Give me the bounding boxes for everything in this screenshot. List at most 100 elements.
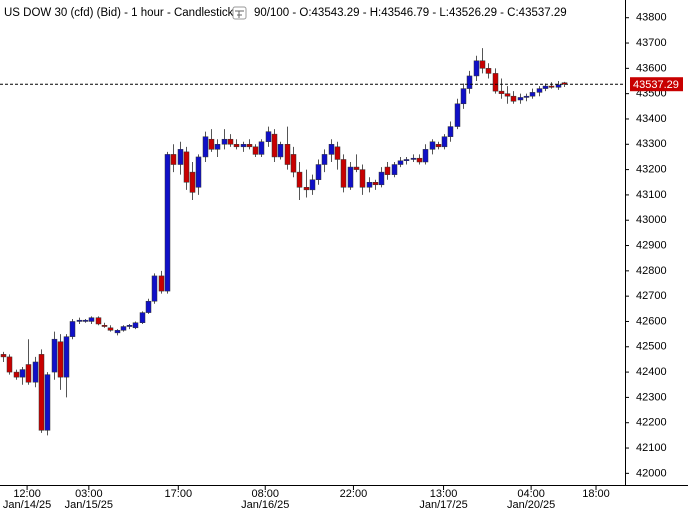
candle-body: [177, 149, 184, 165]
candle-body: [429, 141, 436, 150]
candle-body: [359, 169, 366, 188]
candle-body: [170, 154, 177, 165]
candle-body: [208, 138, 215, 150]
candle-body: [303, 187, 310, 191]
x-tick-label: 13:00: [430, 488, 458, 500]
candle-body: [353, 166, 360, 170]
candle-body: [321, 154, 328, 165]
x-tick-label: 17:00: [165, 488, 193, 500]
candle-body: [82, 319, 89, 322]
candle-body: [265, 131, 272, 142]
candle-body: [32, 361, 39, 383]
candle-body: [372, 182, 379, 186]
candle-body: [158, 275, 165, 292]
candle-body: [542, 85, 549, 89]
candle-body: [536, 88, 543, 93]
candle-body: [195, 156, 202, 188]
x-tick-label: 18:00: [582, 488, 610, 500]
candle-body: [95, 317, 102, 325]
candle-body: [529, 92, 536, 97]
candle-body: [189, 171, 196, 193]
candle-body: [221, 138, 228, 145]
candle-body: [315, 164, 322, 180]
candle-body: [139, 312, 146, 323]
candle-body: [447, 126, 454, 137]
y-tick-label: 42900: [636, 239, 667, 251]
candle-body: [466, 75, 473, 89]
candle-body: [435, 144, 442, 148]
candle-body: [88, 317, 95, 322]
candle-body: [101, 325, 108, 327]
candle-body: [328, 144, 335, 155]
candle-body: [416, 157, 423, 163]
candle-body: [460, 88, 467, 105]
y-tick-label: 43800: [636, 12, 667, 24]
candle-body: [410, 157, 417, 160]
x-tick-date: Jan/16/25: [241, 499, 289, 511]
candle-body: [366, 182, 373, 188]
candle-body: [284, 144, 291, 165]
candle-body: [510, 95, 517, 102]
candle-body: [290, 154, 297, 173]
candle-body: [25, 364, 32, 383]
y-tick-label: 42600: [636, 315, 667, 327]
y-tick-label: 42300: [636, 391, 667, 403]
candle-body: [492, 73, 499, 92]
candle-body: [246, 144, 253, 148]
icon-glyph[interactable]: [235, 10, 244, 18]
candle-body: [403, 159, 410, 161]
x-tick-label: 08:00: [251, 488, 279, 500]
candle-body: [378, 171, 385, 186]
candle-body: [214, 144, 221, 150]
candle-body: [38, 354, 45, 431]
candle-body: [63, 336, 70, 378]
x-tick-date: Jan/17/25: [419, 499, 467, 511]
candle-body: [202, 136, 209, 158]
last-price-box: [630, 77, 683, 92]
x-tick-date: Jan/20/25: [507, 499, 555, 511]
candle-body: [126, 325, 133, 327]
candle-body: [340, 159, 347, 188]
candle-body: [69, 321, 76, 337]
y-tick-label: 42700: [636, 290, 667, 302]
candle-body: [485, 68, 492, 74]
candle-body: [384, 166, 391, 175]
candle-body: [271, 133, 278, 158]
candle-body: [164, 154, 171, 292]
candle-body: [13, 371, 20, 378]
candle-body: [473, 60, 480, 77]
candle-body: [517, 97, 524, 101]
candle-body: [504, 93, 511, 97]
x-tick-label: 12:00: [13, 488, 41, 500]
candle-body: [441, 136, 448, 148]
candle-body: [296, 171, 303, 188]
y-tick-label: 43600: [636, 62, 667, 74]
plot-area: [0, 0, 625, 486]
candle-body: [258, 141, 265, 155]
candle-body: [422, 149, 429, 163]
candle-body: [277, 144, 284, 158]
settings-icon[interactable]: [232, 6, 247, 20]
candle-body: [0, 354, 7, 358]
candle-body: [334, 146, 341, 160]
candle-body: [523, 95, 530, 98]
x-tick-label: 04:00: [517, 488, 545, 500]
y-tick-label: 42100: [636, 442, 667, 454]
candle-body: [51, 338, 58, 373]
chart-subtitle: 90/100 - O:43543.29 - H:43546.79 - L:435…: [254, 7, 567, 19]
candle-body: [120, 326, 127, 331]
y-tick-label: 43400: [636, 113, 667, 125]
candle-body: [454, 103, 461, 127]
candle-body: [44, 374, 51, 431]
candle-body: [555, 84, 562, 88]
y-tick-label: 42200: [636, 417, 667, 429]
x-tick-label: 22:00: [340, 488, 368, 500]
candle-body: [227, 138, 234, 145]
x-tick-label: 03:00: [75, 488, 103, 500]
chart-title: US DOW 30 (cfd) (Bid) - 1 hour - Candles…: [4, 7, 234, 19]
candle-body: [309, 179, 316, 191]
candle-body: [240, 144, 247, 148]
candle-body: [498, 90, 505, 94]
candle-body: [107, 327, 114, 331]
y-tick-label: 43200: [636, 164, 667, 176]
